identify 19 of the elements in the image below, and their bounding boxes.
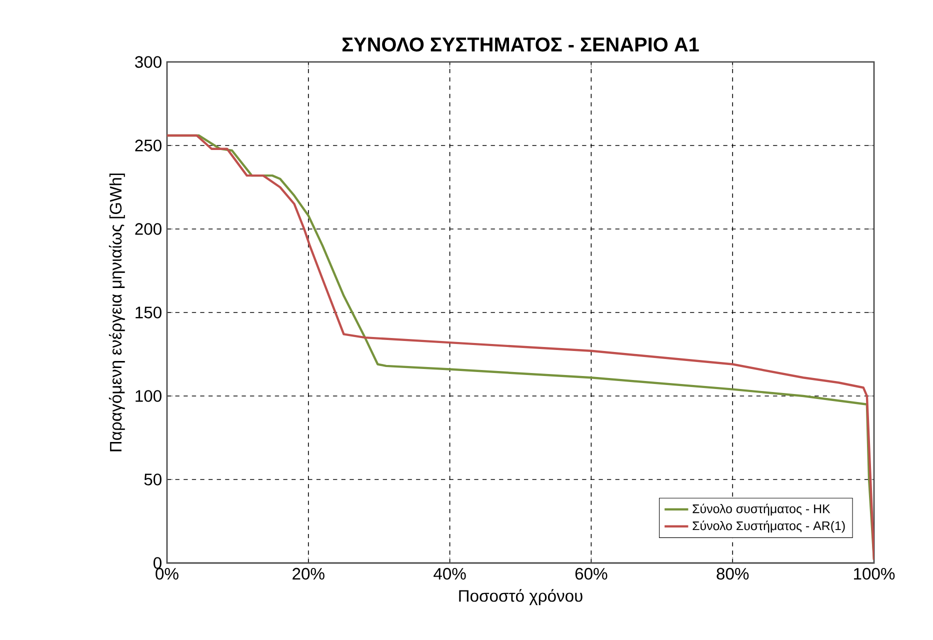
y-tick-label: 100 — [136, 390, 162, 402]
x-tick-label: 20% — [292, 568, 324, 580]
legend-label: Σύνολο Συστήματος - AR(1) — [692, 520, 845, 533]
x-tick-label: 80% — [716, 568, 749, 580]
y-axis-title: Παραγόμενη ενέργεια μηνιαίως [GWh] — [108, 174, 125, 452]
x-tick-label: 40% — [434, 568, 466, 580]
y-tick-label: 200 — [135, 223, 162, 235]
legend-label: Σύνολο συστήματος - HK — [692, 504, 830, 516]
y-tick-label: 0 — [154, 557, 162, 569]
y-tick-label: 300 — [135, 56, 162, 68]
y-tick-label: 50 — [144, 474, 162, 486]
x-tick-label: 100% — [854, 568, 895, 580]
x-tick-label: 0% — [156, 568, 178, 580]
y-tick-label: 250 — [135, 140, 162, 152]
chart-title: ΣΥΝΟΛΟ ΣΥΣΤΗΜΑΤΟΣ - ΣΕΝΑΡΙΟ Α1 — [342, 37, 699, 52]
x-axis-title: Ποσοστό χρόνου — [459, 589, 582, 606]
y-tick-label: 150 — [136, 306, 162, 318]
x-tick-label: 60% — [575, 568, 608, 580]
line-series — [167, 134, 874, 561]
